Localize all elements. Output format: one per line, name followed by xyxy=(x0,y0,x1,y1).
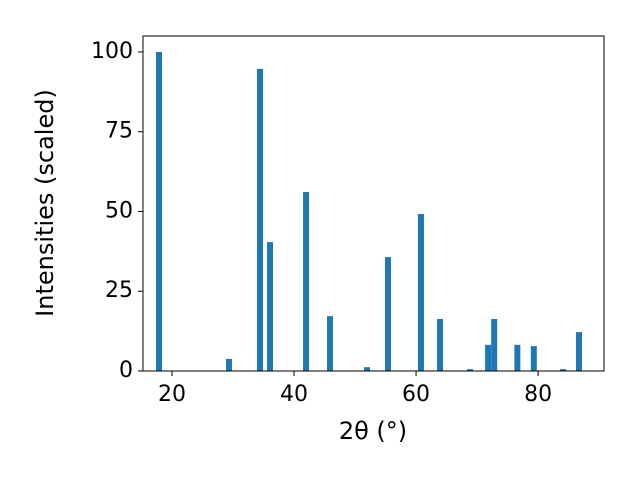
x-tick-label: 40 xyxy=(280,382,308,407)
bar xyxy=(560,369,567,371)
bar xyxy=(575,332,582,371)
bar xyxy=(303,192,310,371)
x-tick-label: 20 xyxy=(158,382,186,407)
y-tick-label: 0 xyxy=(119,358,133,383)
bar xyxy=(225,358,232,371)
bar xyxy=(257,68,264,371)
bar xyxy=(491,318,498,371)
bar xyxy=(467,369,474,371)
x-axis-label: 2θ (°) xyxy=(339,417,407,445)
bar xyxy=(417,214,424,371)
bar xyxy=(384,257,391,371)
y-tick-label: 75 xyxy=(105,119,133,144)
bar xyxy=(364,367,371,371)
bar xyxy=(267,242,274,371)
bar xyxy=(530,346,537,371)
axes-frame xyxy=(142,35,605,372)
bar xyxy=(514,344,521,371)
y-tick-label: 50 xyxy=(105,198,133,223)
x-tick-label: 60 xyxy=(402,382,430,407)
y-tick-label: 25 xyxy=(105,278,133,303)
bar xyxy=(437,318,444,371)
bar xyxy=(327,316,334,371)
bar xyxy=(155,51,162,371)
bar xyxy=(485,344,492,371)
y-axis-label: Intensities (scaled) xyxy=(31,89,59,317)
plot-area xyxy=(155,51,582,371)
x-tick-label: 80 xyxy=(524,382,552,407)
y-tick-label: 100 xyxy=(91,39,133,64)
